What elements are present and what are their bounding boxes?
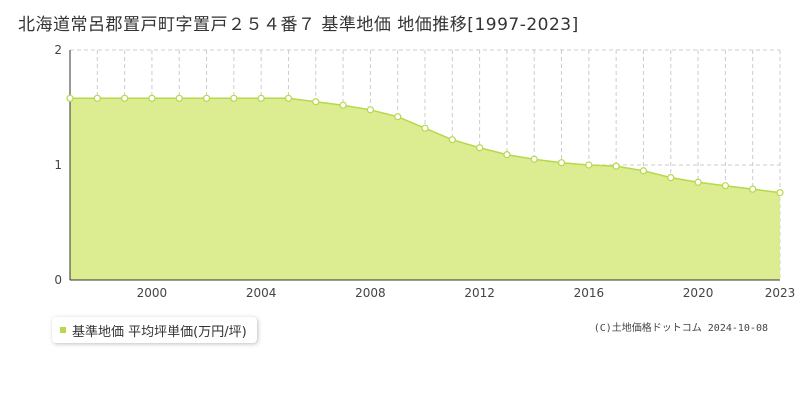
data-point [749,185,757,193]
data-point [639,167,648,175]
data-point [503,151,511,159]
data-point [257,94,265,102]
data-point [312,98,320,106]
data-point [612,162,620,170]
legend[interactable]: 基準地価 平均坪単価(万円/坪) [52,317,257,343]
data-point [776,189,784,197]
x-tick-label: 2016 [574,286,605,300]
data-point [339,101,347,109]
y-tick-label: 2 [54,43,62,57]
data-point [476,144,484,152]
x-tick-label: 2008 [355,286,386,300]
x-tick-label: 2023 [765,286,796,300]
legend-swatch [60,327,66,333]
data-point [394,113,402,121]
data-point [366,106,374,114]
data-point [694,178,702,186]
data-point [557,159,566,167]
x-tick-label: 2012 [464,286,495,300]
data-point [421,124,429,132]
chart-title: 北海道常呂郡置戸町字置戸２５４番７ 基準地価 地価推移[1997-2023] [18,15,579,35]
legend-label: 基準地価 平均坪単価(万円/坪) [72,324,247,340]
x-tick-label: 2020 [683,286,714,300]
x-tick-label: 2000 [137,286,168,300]
data-point [667,174,675,182]
credit-text: (C)土地価格ドットコム 2024-10-08 [593,323,768,334]
x-tick-label: 2004 [246,286,277,300]
data-point [284,94,293,102]
data-point [93,94,101,102]
y-tick-label: 1 [54,158,62,172]
data-point [721,182,729,190]
data-point [530,155,538,163]
data-point [66,94,74,102]
data-point [121,94,129,102]
data-point [148,94,156,102]
data-point [230,94,238,102]
data-point [585,161,593,169]
data-point [175,94,183,102]
data-point [448,136,456,144]
y-tick-label: 0 [54,273,62,287]
series-area [70,98,780,280]
data-point [202,94,211,102]
